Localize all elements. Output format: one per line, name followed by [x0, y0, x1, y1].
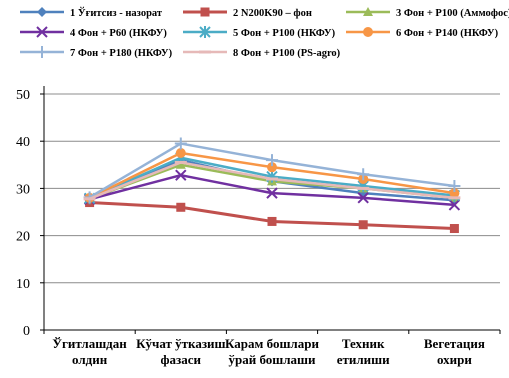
series-8	[83, 160, 461, 201]
data-point	[174, 137, 187, 150]
legend-item-5: 5 Фон + P100 (НКФУ)	[183, 26, 336, 39]
legend-label: 4 Фон + P60 (НКФУ)	[70, 28, 167, 39]
legend-marker	[36, 26, 48, 38]
data-point	[358, 220, 368, 230]
data-point	[449, 224, 459, 234]
x-tick-label: Техник етилиши	[337, 336, 390, 367]
data-point	[448, 180, 461, 193]
legend-label: 5 Фон + P100 (НКФУ)	[233, 28, 336, 39]
y-tick-label: 20	[16, 230, 30, 245]
data-point	[175, 148, 186, 158]
y-tick-label: 0	[23, 324, 30, 339]
legend-label: 7 Фон + P180 (НКФУ)	[70, 48, 173, 59]
series-7	[83, 137, 461, 204]
y-tick-label: 40	[16, 135, 30, 150]
legend-marker	[363, 27, 373, 37]
x-tick-label: Ўгитлашдан олдин	[52, 336, 127, 367]
legend-label: 6 Фон + P140 (НКФУ)	[396, 28, 499, 39]
series-group	[83, 137, 461, 234]
data-point	[357, 168, 370, 181]
legend-item-8: 8 Фон + P100 (PS-agro)	[183, 48, 341, 59]
legend: 1 Ўғитсиз - назорат 2 N200K90 – фон 3 Фон …	[20, 7, 509, 59]
data-point	[357, 192, 369, 204]
legend-item-3: 3 Фон + P100 (Аммофос)	[346, 7, 509, 19]
data-point	[176, 202, 186, 212]
data-point	[175, 159, 186, 169]
y-tick-label: 30	[16, 182, 30, 197]
data-point	[266, 154, 278, 167]
legend-label: 1 Ўғитсиз - назорат	[70, 7, 163, 19]
legend-item-6: 6 Фон + P140 (НКФУ)	[346, 27, 499, 39]
legend-label: 3 Фон + P100 (Аммофос)	[396, 8, 509, 19]
y-tick-label: 10	[16, 277, 30, 292]
data-point	[267, 216, 277, 226]
series-6	[84, 148, 460, 203]
data-point	[448, 199, 461, 211]
legend-marker	[363, 7, 373, 16]
legend-item-7: 7 Фон + P180 (НКФУ)	[20, 46, 173, 59]
data-point	[449, 188, 460, 199]
legend-marker	[200, 7, 210, 17]
legend-marker	[36, 46, 48, 58]
legend-marker	[199, 26, 211, 38]
x-tick-label: Вегетация охири	[424, 336, 485, 367]
legend-item-2: 2 N200K90 – фон	[183, 7, 312, 19]
legend-item-1: 1 Ўғитсиз - назорат	[20, 7, 163, 19]
legend-label: 2 N200K90 – фон	[233, 8, 312, 19]
x-tick-label: Кўчат ўтказиш фазаси	[136, 336, 225, 367]
series-2	[85, 198, 459, 234]
x-tick-label: Карам бошлари ўрай бошлаши	[225, 336, 319, 367]
legend-marker	[37, 7, 47, 17]
legend-item-4: 4 Фон + P60 (НКФУ)	[20, 26, 167, 39]
data-point	[175, 169, 187, 181]
axes: 0 10 20 30 40 50 Ўгитлашдан олдин Кўчат ўтказиш ф…	[16, 86, 501, 367]
series-4	[83, 169, 461, 211]
data-point	[267, 162, 277, 173]
data-point	[266, 187, 278, 199]
legend-label: 8 Фон + P100 (PS-agro)	[233, 48, 341, 59]
y-tick-label: 50	[16, 88, 30, 103]
